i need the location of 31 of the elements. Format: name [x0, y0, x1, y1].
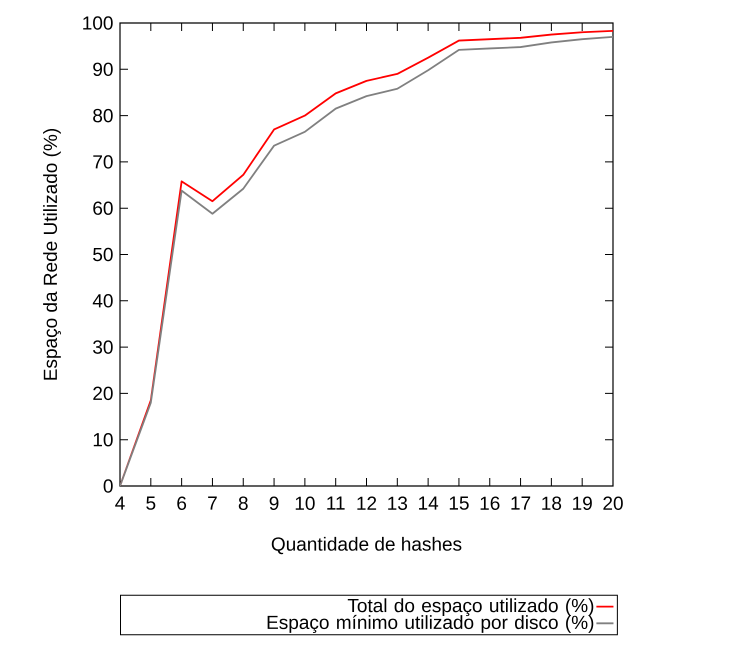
- x-tick-label: 4: [115, 496, 125, 510]
- x-tick-label: 20: [603, 496, 623, 510]
- x-tick-label: 12: [357, 496, 376, 510]
- x-tick-label: 7: [208, 496, 217, 510]
- y-tick-label: 60: [93, 201, 113, 215]
- x-tick-label: 19: [573, 496, 592, 510]
- x-tick-label: 6: [177, 496, 186, 510]
- x-tick-label: 8: [238, 496, 248, 510]
- y-axis-title: Espaço da Rede Utilizado (%): [43, 129, 61, 380]
- x-tick-label: 5: [146, 496, 156, 510]
- y-tick-label: 10: [94, 432, 113, 446]
- y-tick-label: 20: [93, 386, 113, 400]
- x-tick-label: 13: [388, 496, 408, 510]
- y-tick-label: 40: [92, 294, 113, 308]
- legend-label: Espaço mínimo utilizado por disco (%): [268, 614, 594, 633]
- y-tick-label: 0: [104, 479, 113, 493]
- y-tick-label: 100: [83, 16, 113, 30]
- y-tick-label: 30: [93, 340, 113, 354]
- y-tick-label: 50: [93, 248, 113, 262]
- x-tick-label: 17: [511, 496, 530, 510]
- x-tick-label: 15: [450, 496, 469, 510]
- x-tick-label: 10: [296, 496, 315, 510]
- x-tick-label: 11: [327, 496, 345, 510]
- y-tick-label: 70: [93, 155, 113, 169]
- x-axis-title: Quantidade de hashes: [272, 536, 462, 554]
- x-tick-label: 16: [480, 496, 500, 510]
- x-tick-label: 9: [270, 496, 278, 510]
- x-tick-label: 18: [542, 496, 562, 510]
- x-tick-label: 14: [419, 496, 438, 510]
- y-tick-label: 90: [93, 62, 113, 76]
- y-tick-label: 80: [93, 108, 113, 122]
